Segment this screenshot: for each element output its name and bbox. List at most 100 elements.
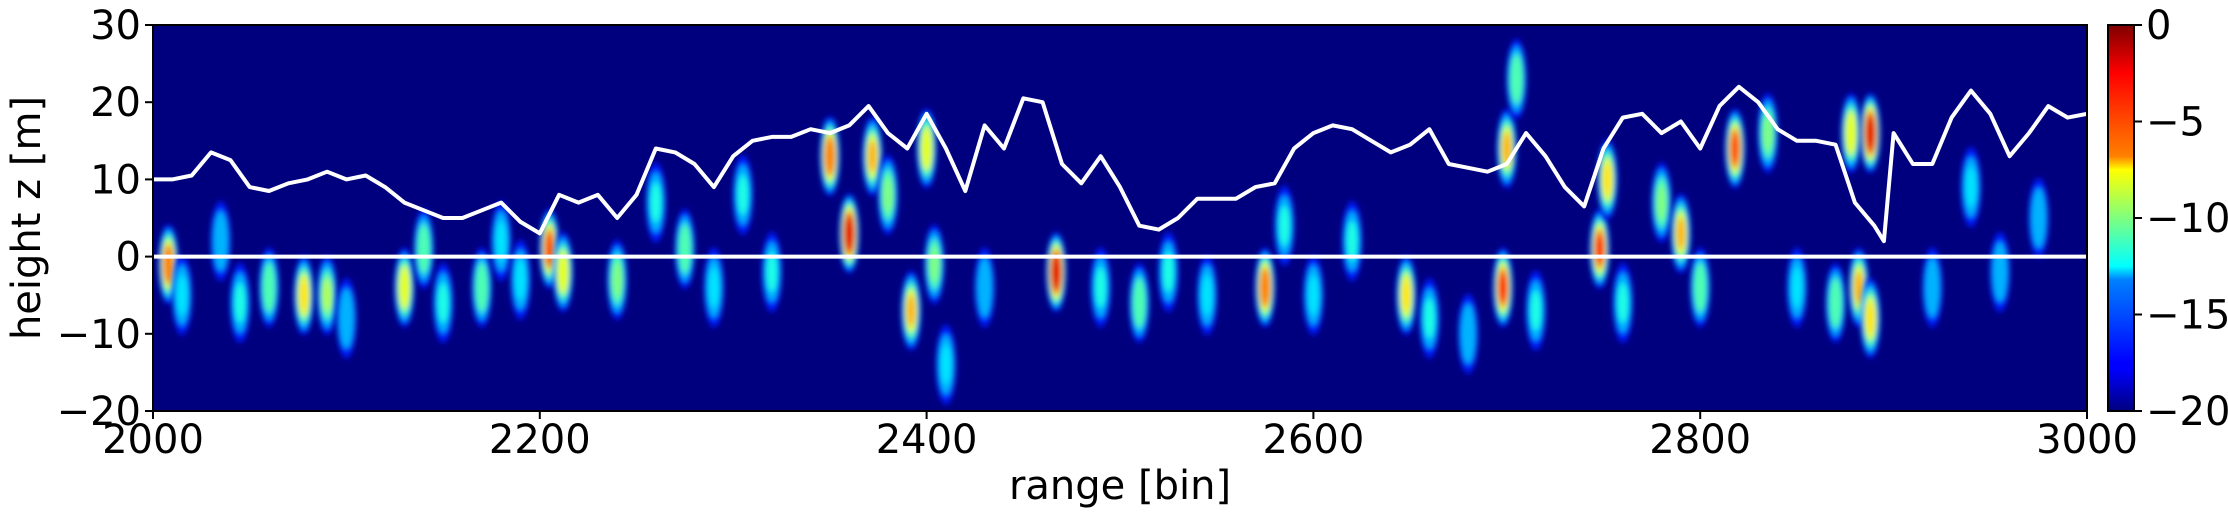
heatmap-blob bbox=[1589, 208, 1610, 289]
blob-level bbox=[1791, 267, 1803, 308]
blob-level bbox=[419, 231, 429, 267]
x-tick-label: 2200 bbox=[489, 417, 591, 463]
y-tick-label: 10 bbox=[90, 157, 141, 203]
blob-level bbox=[495, 221, 507, 262]
heatmap-blob bbox=[1922, 247, 1943, 328]
blob-level bbox=[1260, 272, 1270, 303]
blob-level bbox=[341, 298, 352, 339]
y-tick-label: 30 bbox=[90, 3, 141, 49]
series-line bbox=[153, 84, 2087, 244]
blob-level bbox=[1279, 205, 1290, 246]
blob-level bbox=[825, 141, 835, 172]
heatmap-blob bbox=[553, 232, 574, 313]
blob-level bbox=[1502, 132, 1512, 165]
x-tick-label: 2400 bbox=[876, 417, 978, 463]
blob-level bbox=[515, 259, 526, 300]
heatmap-blob bbox=[433, 262, 454, 343]
x-axis: 2000 2200 2400 2600 2800 3000 bbox=[102, 411, 2138, 463]
x-tick-label: 3000 bbox=[2036, 417, 2138, 463]
colorbar-tick-label: −10 bbox=[2146, 196, 2228, 242]
blob-level bbox=[940, 344, 952, 385]
heatmap-blob bbox=[293, 255, 314, 336]
heatmap-blob bbox=[1841, 93, 1862, 174]
heatmap-blob bbox=[1342, 201, 1363, 282]
heatmap-blob bbox=[924, 224, 945, 305]
heatmap-blob bbox=[1725, 108, 1746, 189]
blob-level bbox=[906, 294, 916, 327]
heatmap-blob bbox=[862, 116, 883, 197]
colorbar-tick-label: −20 bbox=[2146, 389, 2228, 435]
blob-level bbox=[1865, 302, 1875, 335]
heatmap-blob bbox=[413, 208, 434, 289]
heatmap-blob bbox=[172, 255, 193, 336]
blob-level bbox=[1695, 269, 1705, 305]
blob-level bbox=[680, 231, 690, 267]
heatmap-blob bbox=[1492, 247, 1513, 328]
blob-level bbox=[545, 233, 554, 264]
blob-level bbox=[1866, 118, 1875, 148]
heatmap-blob bbox=[1274, 185, 1295, 266]
heatmap-blob bbox=[1506, 39, 1527, 120]
blob-level bbox=[1163, 252, 1174, 293]
blob-level bbox=[708, 267, 720, 308]
blob-level bbox=[1424, 298, 1435, 339]
blob-level bbox=[437, 282, 449, 323]
heatmap-blob bbox=[1670, 193, 1691, 274]
heatmap-blob bbox=[916, 108, 937, 189]
blob-level bbox=[2033, 198, 2044, 238]
blob-level bbox=[612, 262, 622, 298]
heatmap-blob bbox=[1786, 247, 1807, 328]
blob-level bbox=[1926, 267, 1938, 308]
blob-level bbox=[558, 256, 568, 289]
blob-level bbox=[883, 177, 893, 213]
blob-level bbox=[1730, 133, 1740, 164]
colorbar-tick-label: 0 bbox=[2146, 3, 2171, 49]
heatmap-blob bbox=[317, 255, 338, 336]
heatmap-blob bbox=[1496, 108, 1517, 189]
data-lines bbox=[153, 84, 2087, 259]
heatmap-blob bbox=[761, 232, 782, 313]
blob-level bbox=[1595, 233, 1604, 264]
colorbar-tick-label: −15 bbox=[2146, 293, 2228, 339]
heatmap-blob bbox=[1158, 232, 1179, 313]
blob-level bbox=[322, 277, 332, 313]
heatmap-blob bbox=[935, 324, 956, 405]
heatmap-blob bbox=[819, 116, 840, 197]
colorbar-tick-label: −5 bbox=[2146, 100, 2205, 146]
blob-level bbox=[234, 282, 246, 323]
heatmap-blob bbox=[607, 239, 628, 320]
blob-level bbox=[1846, 117, 1856, 150]
heatmap-blob bbox=[491, 201, 512, 282]
x-axis-label: range [bin] bbox=[1009, 463, 1231, 509]
heatmap-blob bbox=[259, 247, 280, 328]
heatmap-blob bbox=[1090, 247, 1111, 328]
heatmap-blob bbox=[839, 193, 860, 274]
heatmap-blob bbox=[645, 162, 666, 243]
blob-level bbox=[1602, 163, 1612, 196]
heatmap-blob bbox=[210, 201, 231, 282]
blob-level bbox=[1134, 285, 1145, 321]
blob-level bbox=[1498, 272, 1508, 303]
blob-level bbox=[1308, 275, 1319, 316]
heatmap-blob bbox=[1860, 93, 1881, 174]
colorbar-axis: 0 −5 −10 −15 −20 bbox=[2134, 3, 2228, 435]
blob-level bbox=[299, 279, 309, 312]
heatmap-blob bbox=[1989, 232, 2010, 313]
blob-level bbox=[845, 219, 854, 248]
heatmap-blob bbox=[703, 247, 724, 328]
blob-level bbox=[1676, 217, 1686, 250]
blob-level bbox=[1763, 115, 1773, 151]
blob-level bbox=[1656, 185, 1667, 221]
blob-level bbox=[1052, 257, 1061, 287]
blob-level bbox=[164, 249, 173, 280]
y-axis-label: height z [m] bbox=[4, 96, 50, 340]
heatmap-blob bbox=[510, 239, 531, 320]
heatmap-blob bbox=[1046, 232, 1067, 313]
heatmap-blob bbox=[1825, 262, 1846, 343]
heatmap-blob bbox=[1860, 278, 1881, 359]
y-tick-label: 20 bbox=[90, 80, 141, 126]
blob-level bbox=[400, 271, 409, 304]
heatmap-blob bbox=[1757, 93, 1778, 174]
heatmap-blob bbox=[1651, 162, 1672, 243]
heatmap-blob bbox=[877, 154, 898, 235]
